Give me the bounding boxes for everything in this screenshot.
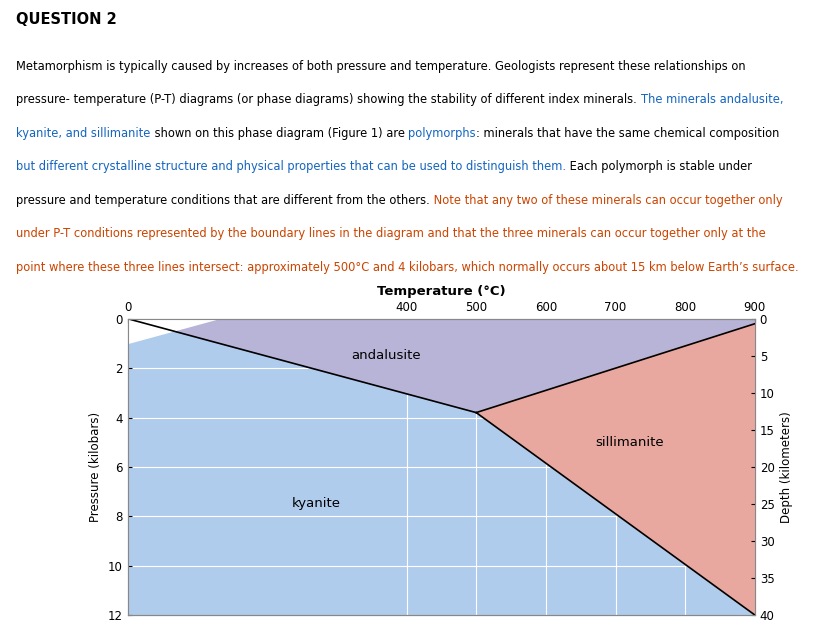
Text: point where these three lines intersect: approximately 500°C and 4 kilobars, whi: point where these three lines intersect:… [16,261,799,274]
X-axis label: Temperature (°C): Temperature (°C) [377,285,506,298]
Text: The minerals andalusite,: The minerals andalusite, [641,93,783,106]
Text: pressure- temperature (P-T) diagrams (or phase diagrams) showing the stability o: pressure- temperature (P-T) diagrams (or… [16,93,641,106]
Text: : minerals that have the same chemical composition: : minerals that have the same chemical c… [476,127,780,140]
Y-axis label: Depth (kilometers): Depth (kilometers) [780,411,793,523]
Polygon shape [128,319,755,615]
Polygon shape [128,319,219,343]
Text: QUESTION 2: QUESTION 2 [16,12,117,26]
Text: Note that any two of these minerals can occur together only: Note that any two of these minerals can … [430,194,783,207]
Text: polymorphs: polymorphs [408,127,476,140]
Text: kyanite, and sillimanite: kyanite, and sillimanite [16,127,151,140]
Text: Each polymorph is stable under: Each polymorph is stable under [566,160,752,173]
Text: shown on this phase diagram (Figure 1) are: shown on this phase diagram (Figure 1) a… [151,127,408,140]
Text: but different crystalline structure and physical properties that can be used to : but different crystalline structure and … [16,160,566,173]
Text: kyanite: kyanite [291,497,341,511]
Text: under P-T conditions represented by the boundary lines in the diagram and that t: under P-T conditions represented by the … [16,227,766,240]
Y-axis label: Pressure (kilobars): Pressure (kilobars) [89,412,102,522]
Polygon shape [128,319,755,413]
Text: pressure and temperature conditions that are different from the others.: pressure and temperature conditions that… [16,194,430,207]
Text: Metamorphism is typically caused by increases of both pressure and temperature. : Metamorphism is typically caused by incr… [16,60,746,73]
Text: sillimanite: sillimanite [595,436,664,449]
Polygon shape [476,324,755,615]
Text: andalusite: andalusite [351,349,421,363]
